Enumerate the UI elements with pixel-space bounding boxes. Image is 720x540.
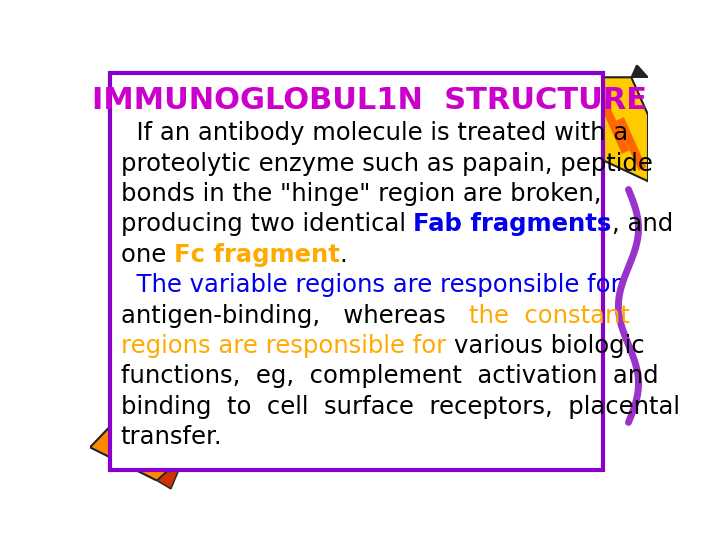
FancyBboxPatch shape — [109, 73, 603, 470]
Text: IMMUNOGLOBUL1N  STRUCTURE: IMMUNOGLOBUL1N STRUCTURE — [91, 86, 647, 114]
Polygon shape — [90, 418, 185, 481]
Polygon shape — [631, 65, 648, 77]
Text: one: one — [121, 243, 174, 267]
Text: various biologic: various biologic — [454, 334, 644, 358]
Text: proteolytic enzyme such as papain, peptide: proteolytic enzyme such as papain, pepti… — [121, 152, 652, 176]
Text: binding  to  cell  surface  receptors,  placental: binding to cell surface receptors, place… — [121, 395, 680, 418]
Text: transfer.: transfer. — [121, 425, 222, 449]
Text: Fab fragments: Fab fragments — [413, 212, 612, 237]
Text: bonds in the "hinge" region are broken,: bonds in the "hinge" region are broken, — [121, 182, 601, 206]
Text: If an antibody molecule is treated with a: If an antibody molecule is treated with … — [121, 122, 628, 145]
Text: The variable regions are responsible for: The variable regions are responsible for — [121, 273, 621, 297]
Text: producing two identical: producing two identical — [121, 212, 413, 237]
Text: .: . — [340, 243, 347, 267]
Text: , and: , and — [612, 212, 673, 237]
Text: Fc fragment: Fc fragment — [174, 243, 340, 267]
Text: regions are responsible for: regions are responsible for — [121, 334, 454, 358]
Polygon shape — [547, 77, 648, 181]
Polygon shape — [157, 456, 185, 489]
Text: the  constant: the constant — [469, 303, 629, 328]
Text: antigen-binding,   whereas: antigen-binding, whereas — [121, 303, 469, 328]
Text: functions,  eg,  complement  activation  and: functions, eg, complement activation and — [121, 364, 658, 388]
